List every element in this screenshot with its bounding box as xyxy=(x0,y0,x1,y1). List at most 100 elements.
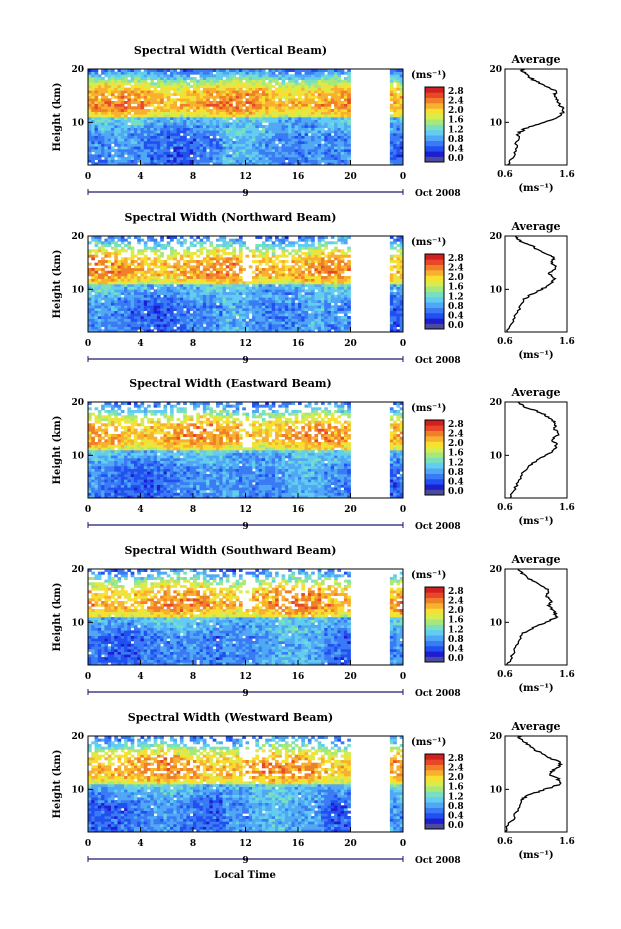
heatmap-cell xyxy=(140,95,145,99)
heatmap-cell xyxy=(215,297,220,301)
heatmap-cell xyxy=(94,93,99,96)
heatmap-cell xyxy=(271,125,276,128)
heatmap-cell xyxy=(170,273,174,277)
heatmap-cell xyxy=(166,318,171,322)
heatmap-cell xyxy=(255,308,260,311)
heatmap-cell xyxy=(179,125,184,128)
heatmap-cell xyxy=(183,143,187,147)
heatmap-cell xyxy=(314,82,319,86)
heatmap-cell xyxy=(298,257,302,261)
heatmap-cell xyxy=(147,289,151,293)
heatmap-cell xyxy=(399,85,404,88)
heatmap-cell xyxy=(202,313,207,317)
heatmap-cell xyxy=(268,324,273,327)
heatmap-cell xyxy=(193,286,197,290)
heatmap-cell xyxy=(137,79,141,83)
heatmap-cell xyxy=(166,159,171,163)
heatmap-cell xyxy=(232,119,237,123)
heatmap-cell xyxy=(170,308,174,311)
heatmap-cell xyxy=(258,270,263,274)
heatmap-cell xyxy=(340,103,345,107)
heatmap-cell xyxy=(130,308,135,311)
heatmap-cell xyxy=(343,71,348,75)
heatmap-cell xyxy=(173,268,177,271)
heatmap-cell xyxy=(225,149,230,152)
heatmap-cell xyxy=(393,127,397,131)
heatmap-cell xyxy=(245,329,250,333)
heatmap-cell xyxy=(268,143,273,147)
heatmap-cell xyxy=(170,281,174,285)
heatmap-cell xyxy=(107,93,112,96)
heatmap-cell xyxy=(229,109,233,112)
heatmap-cell xyxy=(232,135,237,139)
heatmap-cell xyxy=(265,292,269,295)
heatmap-cell xyxy=(202,265,207,269)
heatmap-cell xyxy=(110,294,115,298)
heatmap-cell xyxy=(206,127,210,131)
colorbar-frame xyxy=(424,86,445,163)
heatmap-cell xyxy=(130,278,135,282)
heatmap-cell xyxy=(238,101,243,104)
heatmap-cell xyxy=(347,138,351,142)
heatmap-cell xyxy=(156,90,161,94)
heatmap-cell xyxy=(324,149,328,152)
heatmap-cell xyxy=(153,297,158,301)
heatmap-cell xyxy=(104,125,109,128)
heatmap-cell xyxy=(137,82,141,86)
heatmap-cell xyxy=(163,141,168,144)
heatmap-cell xyxy=(130,300,135,303)
heatmap-cell xyxy=(176,238,181,242)
heatmap-cell xyxy=(183,329,187,333)
heatmap-cell xyxy=(176,114,181,118)
heatmap-cell xyxy=(120,119,125,123)
heatmap-cell xyxy=(222,82,227,86)
heatmap-cell xyxy=(327,103,332,107)
heatmap-cell xyxy=(104,329,109,333)
heatmap-cell xyxy=(215,90,220,94)
heatmap-cell xyxy=(196,101,200,104)
heatmap-cell xyxy=(202,109,207,112)
heatmap-cell xyxy=(235,79,240,83)
heatmap-cell xyxy=(219,249,223,253)
heatmap-cell xyxy=(215,127,220,131)
heatmap-cell xyxy=(209,286,214,290)
heatmap-cell xyxy=(97,246,102,250)
heatmap-cell xyxy=(255,138,260,142)
heatmap-cell xyxy=(238,286,243,290)
heatmap-cell xyxy=(133,289,138,293)
heatmap-cell xyxy=(307,276,312,279)
heatmap-cell xyxy=(107,241,112,245)
heatmap-cell xyxy=(396,127,401,131)
heatmap-cell xyxy=(248,159,253,163)
heatmap-cell xyxy=(291,316,296,319)
heatmap-cell xyxy=(238,85,243,88)
heatmap-cell xyxy=(163,157,168,160)
colorbar-tick-label: 2.4 xyxy=(448,97,464,107)
heatmap-cell xyxy=(143,278,148,282)
heatmap-cell xyxy=(209,318,214,322)
heatmap-cell xyxy=(291,329,296,333)
heatmap-cell xyxy=(324,93,328,96)
heatmap-cell xyxy=(222,119,227,123)
heatmap-cell xyxy=(301,151,305,155)
heatmap-cell xyxy=(396,125,401,128)
heatmap-cell xyxy=(104,151,109,155)
heatmap-cell xyxy=(275,302,279,306)
heatmap-cell xyxy=(107,157,112,160)
heatmap-cell xyxy=(215,257,220,261)
heatmap-cell xyxy=(320,103,325,107)
heatmap-cell xyxy=(110,302,115,306)
heatmap-cell xyxy=(219,257,223,261)
heatmap-cell xyxy=(324,85,328,88)
heatmap-cell xyxy=(255,268,260,271)
heatmap-cell xyxy=(91,302,95,306)
heatmap-cell xyxy=(199,281,204,285)
heatmap-cell xyxy=(248,249,253,253)
heatmap-cell xyxy=(268,111,273,115)
heatmap-cell xyxy=(252,292,256,295)
heatmap-cell xyxy=(143,151,148,155)
heatmap-cell xyxy=(255,135,260,139)
heatmap-cell xyxy=(186,162,191,166)
heatmap-cell xyxy=(229,82,233,86)
heatmap-cell xyxy=(189,159,194,163)
